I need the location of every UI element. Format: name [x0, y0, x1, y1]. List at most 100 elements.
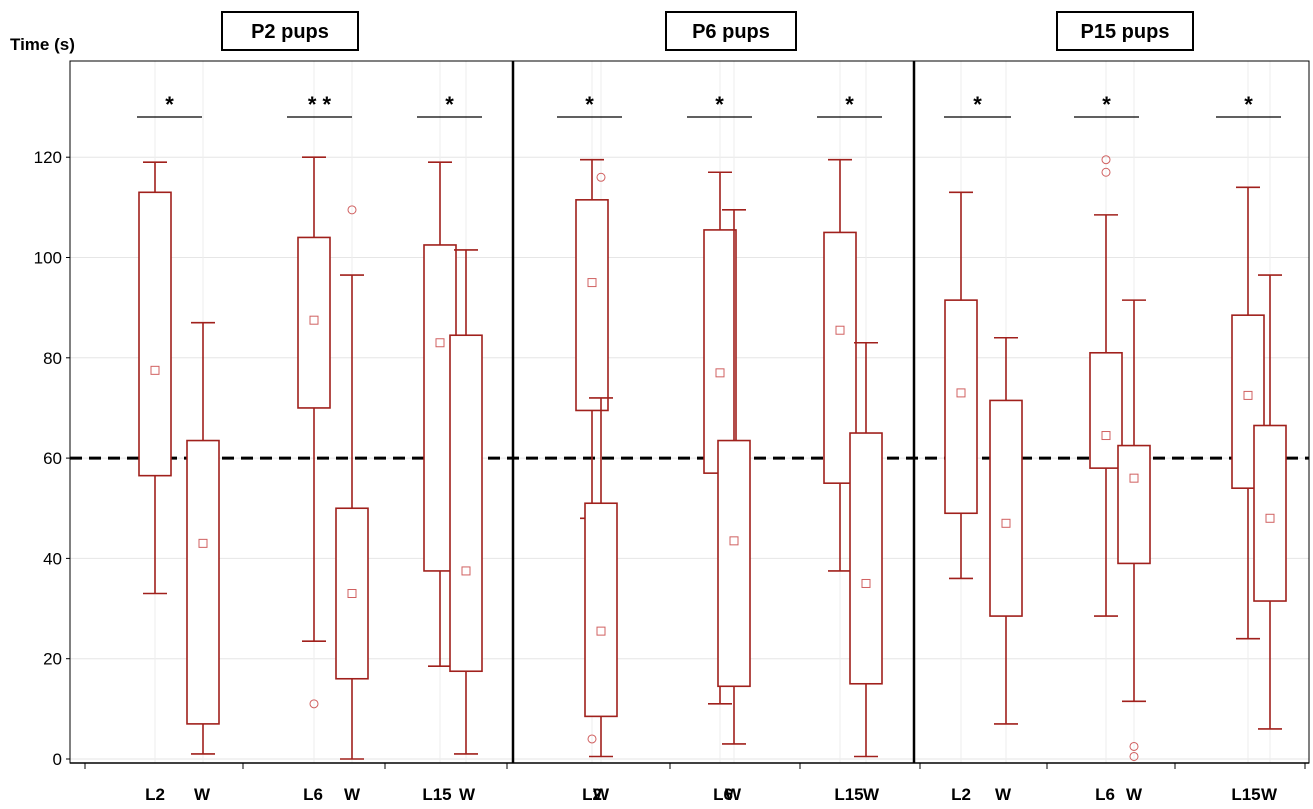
median-marker [956, 388, 966, 398]
category-label: L2 [145, 785, 165, 804]
y-tick-label: 120 [34, 148, 62, 167]
grid-layer [70, 61, 1309, 763]
median-marker [1243, 390, 1253, 400]
significance-marker: * [845, 92, 854, 117]
box [1089, 351, 1123, 469]
box [1117, 444, 1151, 565]
category-labels: L2 W L6 W L15 W L2W L6W L15 W L2 W L6 W L15 W [145, 785, 1278, 804]
category-label: L6 [303, 785, 323, 804]
category-label: L15 [1231, 785, 1260, 804]
median-marker [861, 578, 871, 588]
median-marker [347, 589, 357, 599]
box [449, 334, 483, 673]
significance-marker: * [165, 92, 174, 117]
significance-marker: * [1102, 92, 1111, 117]
box [138, 191, 172, 477]
box [575, 199, 609, 412]
panel-title: P2 pups [251, 21, 329, 43]
category-label: L2 [582, 785, 602, 804]
significance-marker: * [445, 92, 454, 117]
category-label: L6 [713, 785, 733, 804]
box-l15 [1231, 186, 1265, 640]
category-label: L15 [422, 785, 451, 804]
panel-title: P15 pups [1081, 21, 1170, 43]
panel-title-box [221, 11, 359, 51]
box [849, 432, 883, 685]
box [335, 507, 369, 680]
box [584, 502, 618, 718]
box-l6 [297, 156, 331, 709]
box [297, 236, 331, 409]
median-marker [1101, 431, 1111, 441]
significance-marker: * [1244, 92, 1253, 117]
median-marker [198, 538, 208, 548]
significance-marker: * [585, 92, 594, 117]
category-label: W [593, 785, 610, 804]
median-marker [587, 278, 597, 288]
category-label: W [344, 785, 361, 804]
box-layer [138, 155, 1287, 761]
box-w [849, 341, 883, 758]
box [989, 399, 1023, 617]
box-l2 [138, 161, 172, 595]
box [1253, 424, 1287, 602]
median-marker [1265, 513, 1275, 523]
category-label: L6 [1095, 785, 1115, 804]
outlier-point [309, 699, 319, 709]
y-tick-label: 20 [43, 650, 62, 669]
box-l6 [703, 171, 737, 705]
category-label: W [1126, 785, 1143, 804]
outlier-point [596, 172, 606, 182]
panel-title-box [665, 11, 797, 51]
box [186, 439, 220, 725]
plot-border [69, 60, 1310, 764]
category-label: W [194, 785, 211, 804]
y-tick-label: 60 [43, 449, 62, 468]
category-label: W [995, 785, 1012, 804]
box-l6 [1089, 155, 1123, 617]
y-tick-label: 100 [34, 249, 62, 268]
significance-marker: * [973, 92, 982, 117]
median-marker [461, 566, 471, 576]
category-label: L2 [951, 785, 971, 804]
box-w [584, 172, 618, 758]
box [703, 229, 737, 474]
box-w [449, 249, 483, 755]
y-tick-label: 0 [53, 750, 62, 769]
significance-marker: * * [308, 92, 332, 117]
median-marker [150, 365, 160, 375]
box [717, 439, 751, 688]
panel-title-box [1056, 11, 1194, 51]
category-label: W [459, 785, 476, 804]
category-label: W [725, 785, 742, 804]
y-tick-label: 80 [43, 349, 62, 368]
panel-titles: P2 pups P6 pups P15 pups [221, 11, 1194, 51]
median-marker [1129, 473, 1139, 483]
panel-title: P6 pups [692, 21, 770, 43]
outlier-point [1129, 741, 1139, 751]
outlier-point [1129, 751, 1139, 761]
median-marker [729, 536, 739, 546]
y-tick-label: 40 [43, 549, 62, 568]
median-marker [435, 338, 445, 348]
box-w [335, 205, 369, 760]
category-label: W [863, 785, 880, 804]
outlier-point [347, 205, 357, 215]
outlier-point [1101, 155, 1111, 165]
median-marker [835, 325, 845, 335]
box-w [989, 336, 1023, 725]
box [944, 299, 978, 515]
box-w [186, 321, 220, 755]
box-l2 [944, 191, 978, 580]
outlier-point [1101, 167, 1111, 177]
significance-marker: * [715, 92, 724, 117]
box-w [717, 209, 751, 745]
box-w [1253, 274, 1287, 730]
category-label: W [1261, 785, 1278, 804]
y-axis-title: Time (s) [10, 35, 75, 54]
axis-layer: Time (s) 0 20 40 60 80 100 120 [10, 35, 75, 769]
median-marker [309, 315, 319, 325]
median-marker [596, 626, 606, 636]
box-l2 [575, 158, 609, 744]
